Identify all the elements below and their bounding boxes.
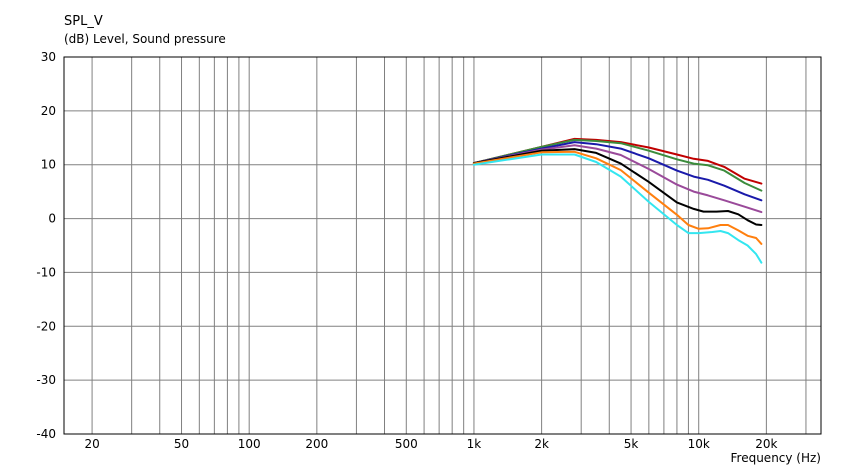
x-tick-label: 500 xyxy=(395,437,418,451)
y-axis-label: (dB) Level, Sound pressure xyxy=(64,32,226,46)
x-tick-label: 2k xyxy=(534,437,549,451)
plot-frame xyxy=(63,56,822,435)
y-tick-label: 30 xyxy=(41,50,56,64)
series-line-4 xyxy=(472,144,763,214)
y-tick-label: 20 xyxy=(41,104,56,118)
series-line-6 xyxy=(472,150,763,245)
y-tick-label: 10 xyxy=(41,158,56,172)
series-line-3 xyxy=(472,141,763,202)
chart-title: SPL_V xyxy=(64,14,103,29)
x-axis-label: Frequency (Hz) xyxy=(731,451,822,465)
x-tick-label: 1k xyxy=(467,437,482,451)
x-tick-labels: 20 50 100 200 500 1k 2k 5k 10k 20k xyxy=(84,437,777,451)
y-tick-label: -40 xyxy=(36,427,56,441)
y-tick-label: -10 xyxy=(36,265,56,279)
x-tick-label: 20k xyxy=(755,437,777,451)
x-tick-label: 5k xyxy=(624,437,639,451)
y-tick-label: -20 xyxy=(36,319,56,333)
series-line-5 xyxy=(472,148,763,226)
x-tick-label: 200 xyxy=(305,437,328,451)
grid xyxy=(64,56,821,435)
series-line-2 xyxy=(472,138,763,192)
x-tick-label: 10k xyxy=(688,437,710,451)
y-tick-labels: 30 20 10 0 -10 -20 -30 -40 xyxy=(36,50,56,441)
x-tick-label: 100 xyxy=(238,437,261,451)
y-tick-label: -30 xyxy=(36,373,56,387)
series-line-7 xyxy=(472,153,763,264)
x-tick-label: 50 xyxy=(174,437,189,451)
series-group xyxy=(472,137,763,264)
plot-area xyxy=(64,57,821,434)
x-tick-label: 20 xyxy=(84,437,99,451)
y-tick-label: 0 xyxy=(48,212,56,226)
